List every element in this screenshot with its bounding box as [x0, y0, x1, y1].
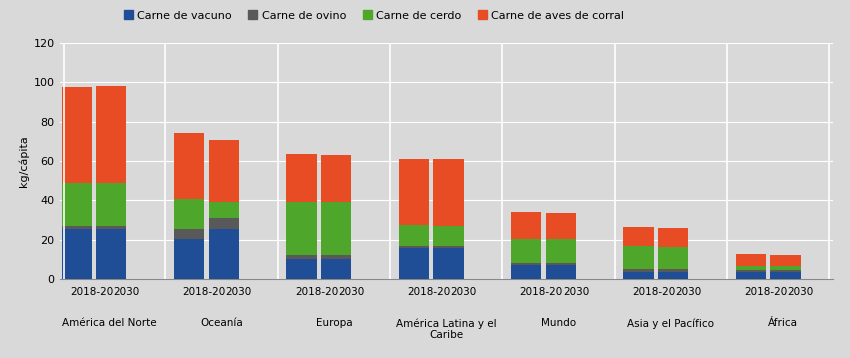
Bar	[770, 272, 801, 279]
Bar	[511, 262, 541, 266]
Bar	[286, 255, 316, 258]
Text: Mundo: Mundo	[541, 318, 576, 328]
Bar	[434, 159, 463, 226]
Text: Oceanía: Oceanía	[200, 318, 243, 328]
Bar	[96, 229, 127, 279]
Bar	[96, 226, 127, 229]
Bar	[511, 266, 541, 279]
Bar	[174, 132, 204, 199]
Bar	[658, 228, 688, 247]
Bar	[770, 270, 801, 272]
Bar	[736, 266, 766, 270]
Bar	[174, 229, 204, 239]
Bar	[546, 266, 576, 279]
Bar	[286, 258, 316, 279]
Bar	[321, 255, 351, 258]
Bar	[96, 183, 127, 226]
Bar	[546, 262, 576, 266]
Bar	[208, 218, 239, 229]
Text: Asia y el Pacífico: Asia y el Pacífico	[627, 318, 715, 329]
Bar	[62, 183, 92, 226]
Bar	[623, 269, 654, 272]
Bar	[434, 226, 463, 246]
Bar	[399, 159, 429, 225]
Bar	[208, 202, 239, 218]
Bar	[658, 247, 688, 270]
Bar	[658, 272, 688, 279]
Bar	[511, 239, 541, 262]
Bar	[546, 239, 576, 262]
Bar	[208, 229, 239, 279]
Bar	[321, 258, 351, 279]
Bar	[286, 202, 316, 255]
Bar	[62, 226, 92, 229]
Text: América del Norte: América del Norte	[62, 318, 156, 328]
Bar	[736, 270, 766, 272]
Bar	[399, 248, 429, 279]
Bar	[208, 140, 239, 203]
Bar	[62, 87, 92, 183]
Text: Europa: Europa	[315, 318, 352, 328]
Bar	[736, 253, 766, 266]
Bar	[434, 248, 463, 279]
Bar	[399, 225, 429, 246]
Bar	[399, 246, 429, 248]
Bar	[174, 199, 204, 229]
Bar	[62, 229, 92, 279]
Bar	[286, 154, 316, 203]
Bar	[658, 269, 688, 272]
Bar	[623, 246, 654, 270]
Text: África: África	[768, 318, 798, 328]
Bar	[321, 155, 351, 203]
Bar	[770, 255, 801, 266]
Bar	[623, 227, 654, 246]
Bar	[174, 239, 204, 279]
Bar	[511, 212, 541, 239]
Bar	[96, 86, 127, 183]
Bar	[321, 202, 351, 255]
Legend: Carne de vacuno, Carne de ovino, Carne de cerdo, Carne de aves de corral: Carne de vacuno, Carne de ovino, Carne d…	[119, 6, 629, 25]
Bar	[770, 266, 801, 270]
Bar	[736, 272, 766, 279]
Bar	[546, 213, 576, 239]
Bar	[623, 272, 654, 279]
Text: América Latina y el
Caribe: América Latina y el Caribe	[396, 318, 496, 340]
Bar	[434, 246, 463, 248]
Y-axis label: kg/cápita: kg/cápita	[19, 135, 30, 187]
